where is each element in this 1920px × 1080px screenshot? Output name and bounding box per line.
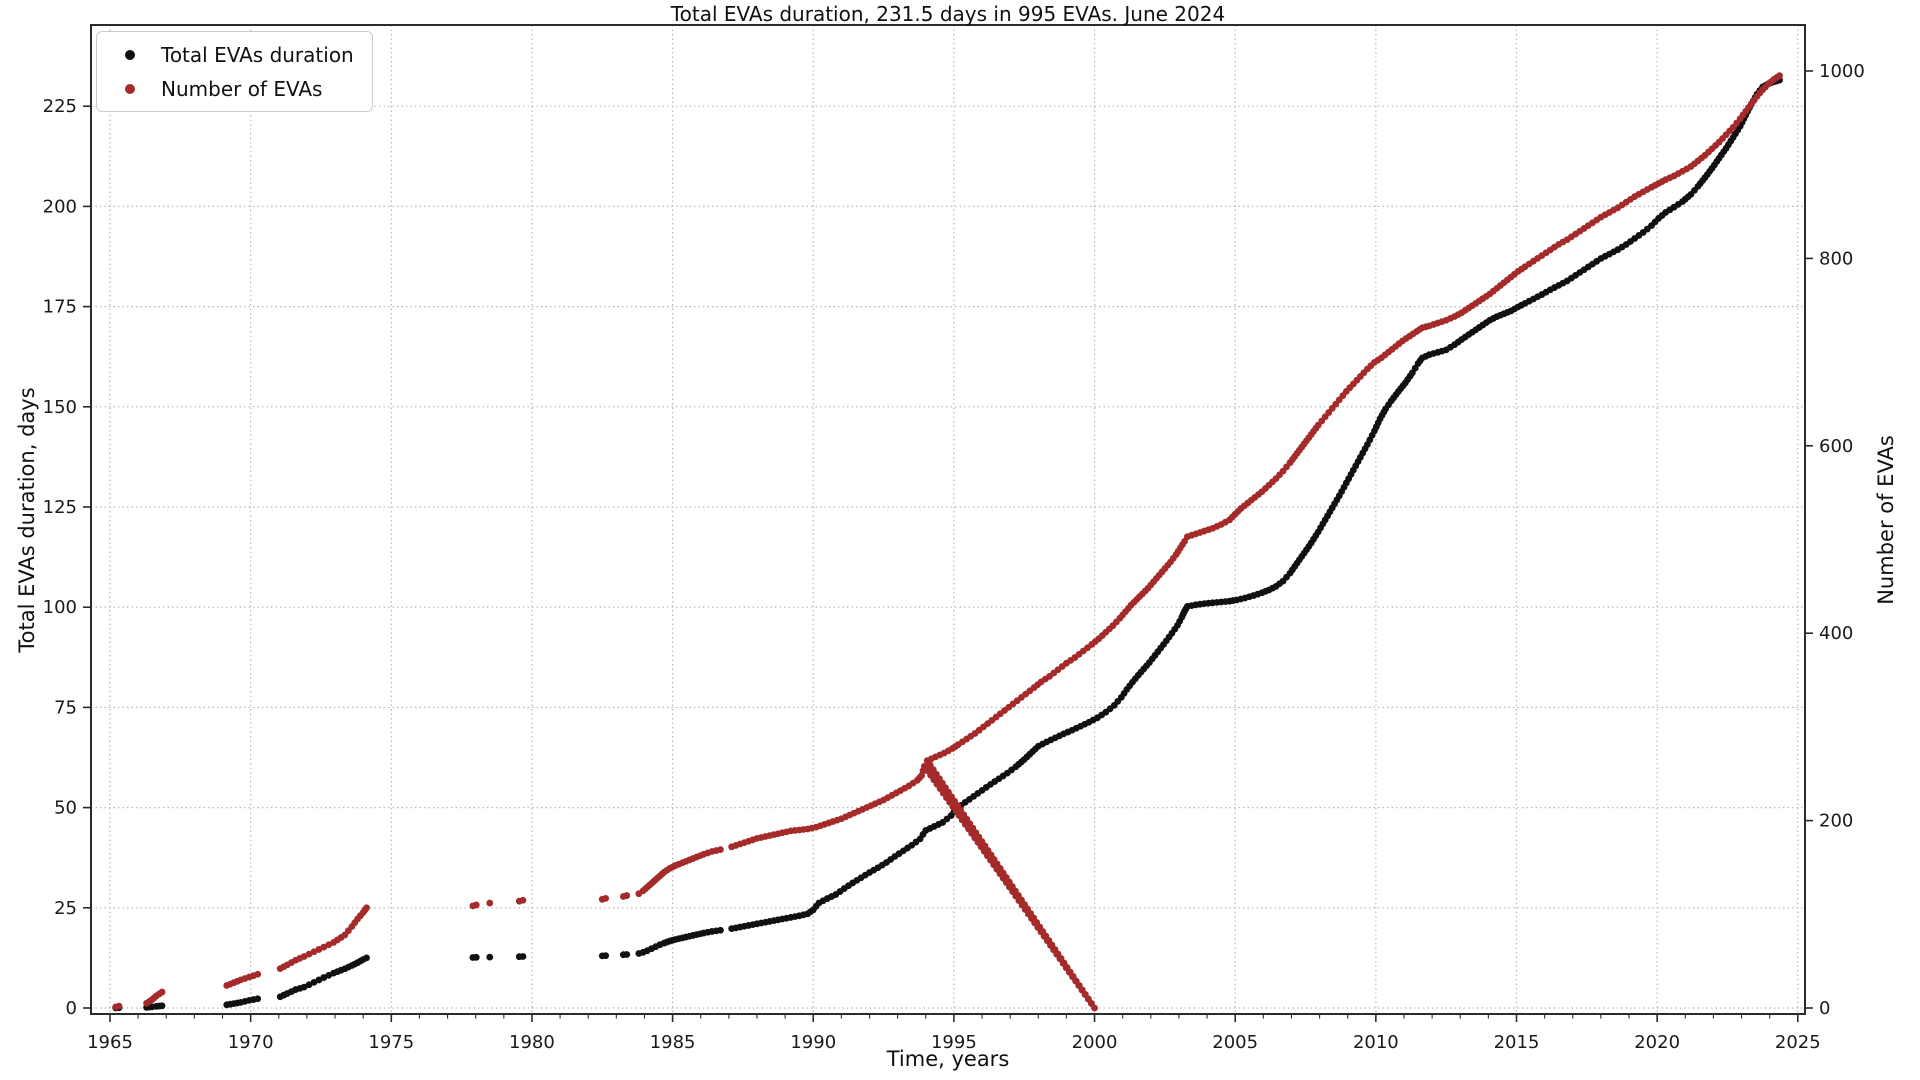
legend-item-duration: Total EVAs duration bbox=[113, 41, 354, 68]
svg-text:2020: 2020 bbox=[1634, 1032, 1680, 1053]
svg-text:75: 75 bbox=[54, 697, 77, 718]
svg-text:1980: 1980 bbox=[509, 1032, 555, 1053]
y-axis-right-label: Number of EVAs bbox=[1874, 435, 1898, 605]
legend-item-label: Number of EVAs bbox=[161, 76, 323, 101]
svg-text:125: 125 bbox=[43, 497, 77, 518]
svg-text:2005: 2005 bbox=[1212, 1032, 1258, 1053]
svg-text:1965: 1965 bbox=[87, 1032, 133, 1053]
svg-text:225: 225 bbox=[43, 96, 77, 117]
svg-text:1970: 1970 bbox=[228, 1032, 274, 1053]
svg-text:200: 200 bbox=[43, 196, 77, 217]
svg-text:2010: 2010 bbox=[1353, 1032, 1399, 1053]
svg-text:1990: 1990 bbox=[790, 1032, 836, 1053]
legend-marker-dot-icon bbox=[125, 83, 135, 94]
svg-text:175: 175 bbox=[43, 297, 77, 318]
svg-text:600: 600 bbox=[1819, 436, 1853, 457]
legend-item-count: Number of EVAs bbox=[113, 75, 354, 102]
svg-text:0: 0 bbox=[66, 998, 77, 1019]
svg-text:800: 800 bbox=[1819, 248, 1853, 269]
svg-text:150: 150 bbox=[43, 397, 77, 418]
svg-text:25: 25 bbox=[54, 898, 77, 919]
svg-text:200: 200 bbox=[1819, 811, 1853, 832]
legend: Total EVAs duration Number of EVAs bbox=[96, 31, 373, 112]
svg-text:0: 0 bbox=[1819, 998, 1830, 1019]
y-axis-left-label: Total EVAs duration, days bbox=[15, 387, 39, 653]
x-axis-label: Time, years bbox=[886, 1047, 1010, 1071]
svg-text:1995: 1995 bbox=[931, 1032, 977, 1053]
svg-text:2015: 2015 bbox=[1494, 1032, 1540, 1053]
svg-text:100: 100 bbox=[43, 597, 77, 618]
svg-text:50: 50 bbox=[54, 798, 77, 819]
svg-text:2025: 2025 bbox=[1775, 1032, 1821, 1053]
legend-marker-dot-icon bbox=[125, 49, 135, 60]
svg-text:1975: 1975 bbox=[368, 1032, 414, 1053]
svg-text:2000: 2000 bbox=[1072, 1032, 1118, 1053]
svg-text:1985: 1985 bbox=[650, 1032, 696, 1053]
chart-title: Total EVAs duration, 231.5 days in 995 E… bbox=[670, 2, 1226, 26]
legend-item-label: Total EVAs duration bbox=[161, 42, 354, 67]
svg-text:1000: 1000 bbox=[1819, 61, 1865, 82]
svg-text:400: 400 bbox=[1819, 623, 1853, 644]
